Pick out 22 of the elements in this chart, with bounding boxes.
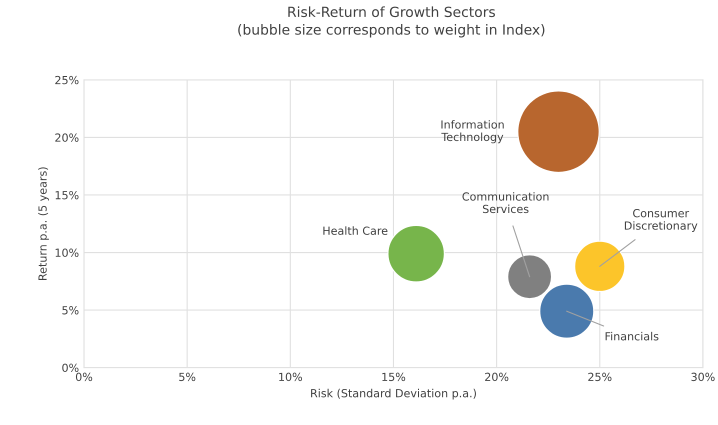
y-tick-label: 25% xyxy=(55,76,79,84)
series-label: Health Care xyxy=(323,226,388,235)
x-tick-label: 25% xyxy=(588,372,612,382)
x-tick-label: 20% xyxy=(485,372,508,382)
series-label: Financials xyxy=(606,332,658,340)
text: Communication Services xyxy=(462,192,548,214)
y-tick-label: 0% xyxy=(62,364,79,372)
y-axis-title: Return p.a. (5 years) xyxy=(38,167,49,280)
y-tick-label: 15% xyxy=(56,190,79,200)
x-tick-label: 0% xyxy=(76,372,92,382)
series-label: Consumer Discretionary xyxy=(624,208,698,232)
y-tick-label: 5% xyxy=(62,306,79,314)
x-tick-label: 30% xyxy=(691,372,715,382)
chart-subtitle: (bubble size corresponds to weight in Index) xyxy=(238,24,544,38)
x-tick-label: 10% xyxy=(279,372,302,382)
x-tick-label: 15% xyxy=(382,372,406,382)
x-tick-label: 5% xyxy=(179,372,196,382)
y-tick-label: 20% xyxy=(55,133,79,142)
y-tick-label: 10% xyxy=(56,248,79,257)
x-axis-title: Risk (Standard Deviation p.a.) xyxy=(311,388,476,400)
series-label: Information Technology xyxy=(441,120,504,144)
chart-title: Risk-Return of Growth Sectors xyxy=(288,6,495,18)
